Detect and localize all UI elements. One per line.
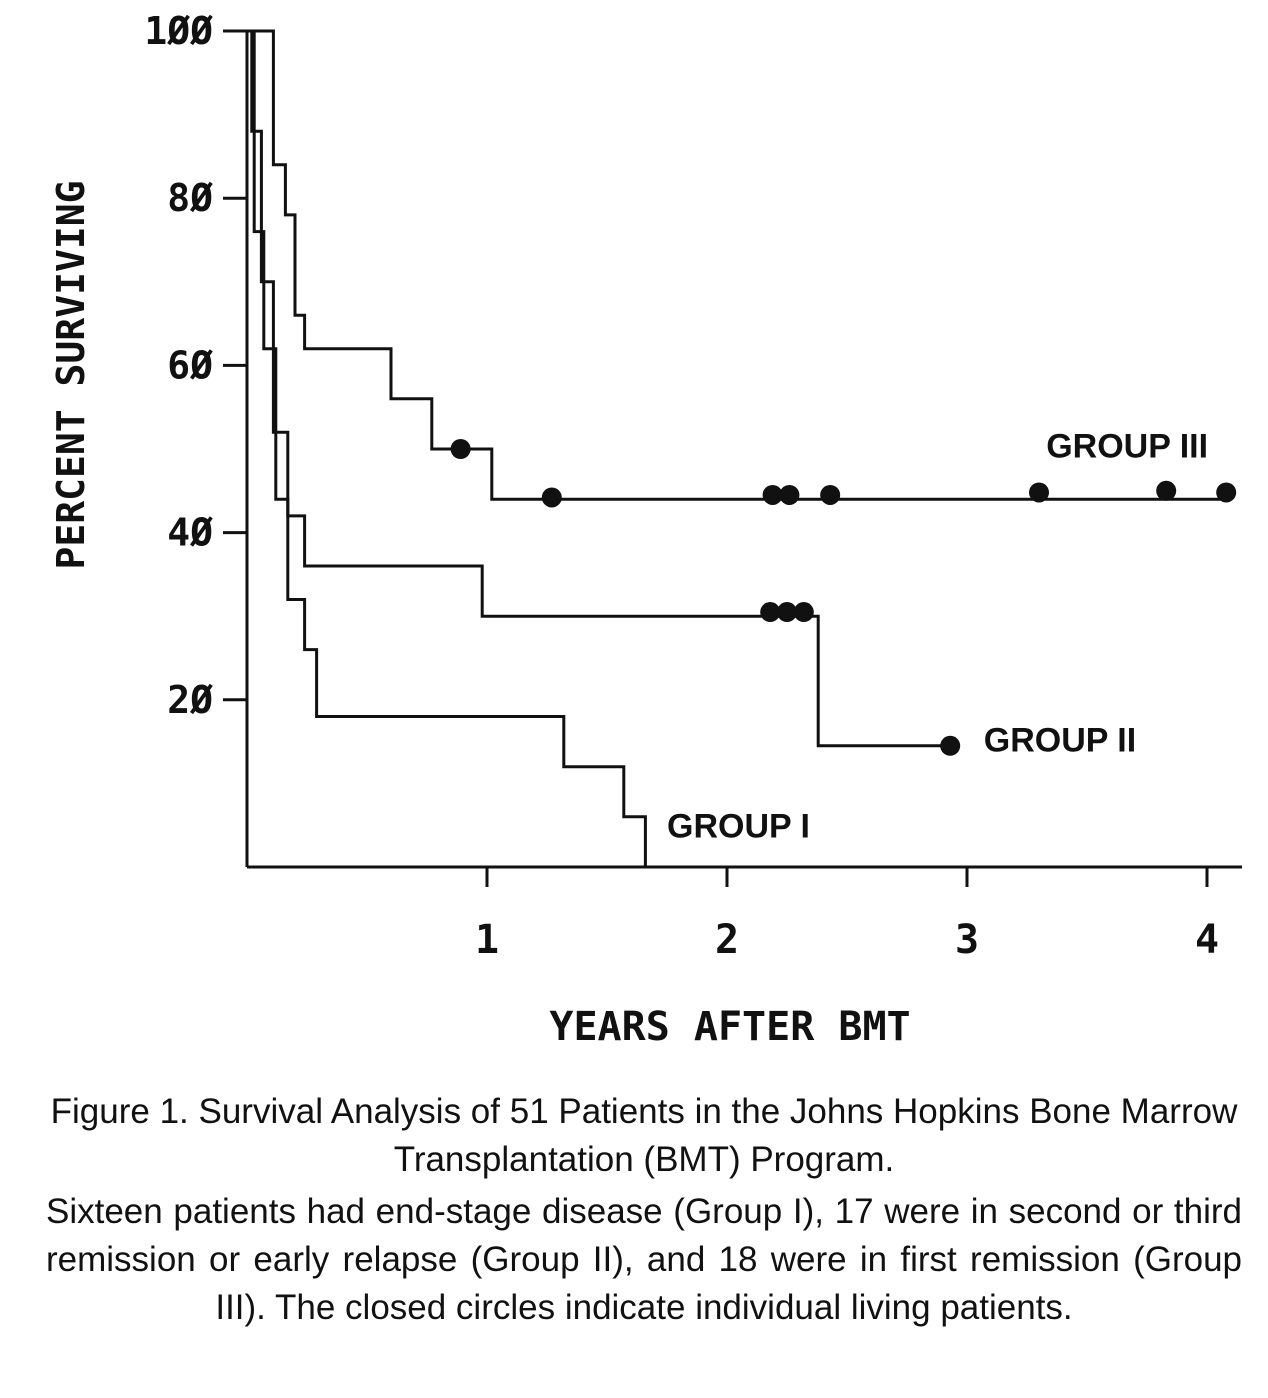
caption-body: Sixteen patients had end-stage disease (… [46, 1192, 1242, 1327]
y-tick-label: 4Ø [167, 511, 213, 555]
survival-chart: 2Ø 4Ø 6Ø 8Ø 1ØØ 1 2 3 4 YEARS AFTER BMT PERCENT SU… [49, 9, 1242, 1050]
caption-title: Figure 1. Survival Analysis of 51 Patien… [50, 1092, 1238, 1179]
x-tick-label: 4 [1195, 917, 1219, 963]
censor-point [450, 439, 471, 459]
series-layer [247, 29, 1237, 867]
series-label: GROUP III [1046, 427, 1208, 465]
censor-point [762, 484, 783, 505]
x-tick-label: 2 [715, 917, 739, 963]
series-group [247, 29, 647, 867]
censor-point [1156, 480, 1177, 501]
series-label: GROUP I [667, 808, 810, 846]
censor-point [777, 602, 797, 623]
censor-point [940, 735, 961, 756]
labels-layer: GROUP III GROUP II GROUP I [667, 427, 1208, 845]
censor-point [541, 487, 562, 508]
series-group [247, 29, 961, 756]
y-axis-title: PERCENT SURVIVING [49, 181, 93, 570]
censor-point [760, 602, 781, 623]
censor-point [793, 602, 814, 623]
y-tick-label: 8Ø [167, 176, 213, 220]
x-axis-title: YEARS AFTER BMT [549, 1004, 910, 1050]
censor-point [1029, 482, 1049, 503]
censor-point [1216, 482, 1237, 503]
series-line [247, 29, 951, 748]
x-tick-label: 3 [955, 917, 979, 963]
censor-point [779, 484, 800, 505]
y-tick-label: 2Ø [167, 678, 213, 722]
y-tick-label: 1ØØ [144, 9, 213, 53]
y-tick-label: 6Ø [167, 343, 213, 387]
censor-point [820, 484, 841, 505]
axes: 2Ø 4Ø 6Ø 8Ø 1ØØ 1 2 3 4 YEARS AFTER BMT PERCENT SU… [49, 9, 1242, 1050]
figure-caption: Figure 1. Survival Analysis of 51 Patien… [46, 1088, 1242, 1332]
series-group [247, 29, 1237, 508]
series-line [247, 29, 647, 867]
x-tick-label: 1 [475, 917, 499, 963]
series-label: GROUP II [984, 722, 1136, 760]
